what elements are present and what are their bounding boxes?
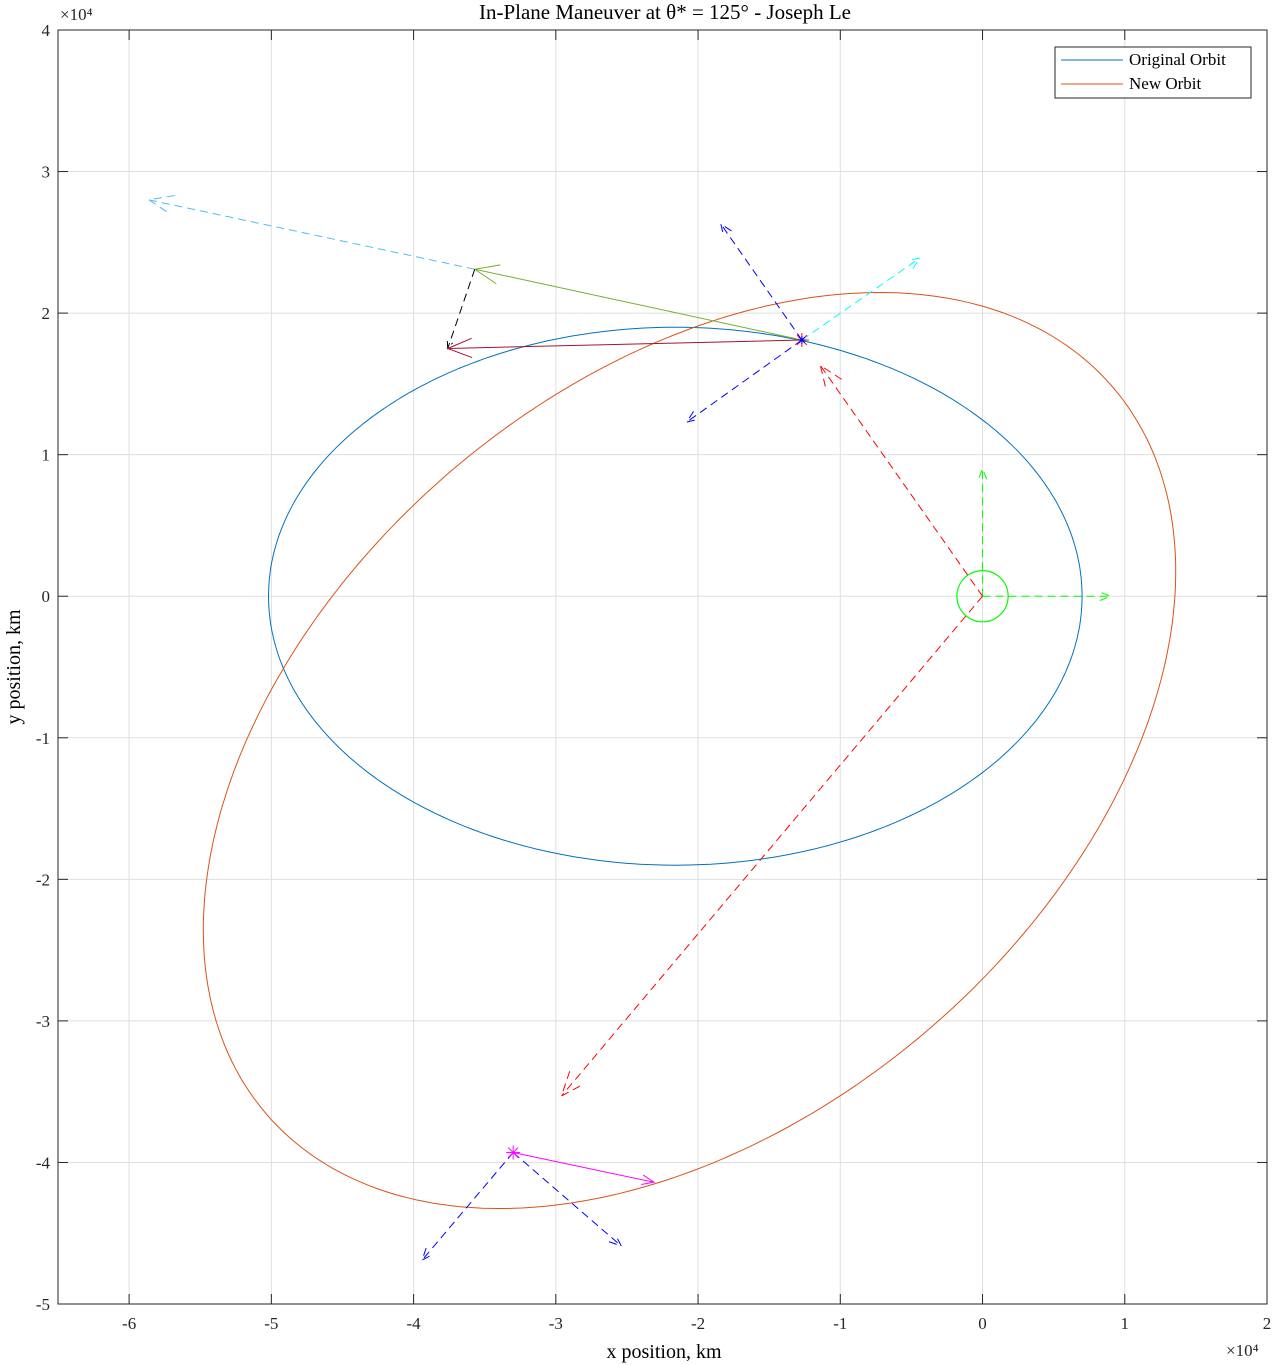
orbit-original-orbit [267, 326, 1083, 866]
old-velocity-vector-shaft [474, 268, 802, 341]
new-point-unit-right-head [608, 1234, 623, 1247]
new-orbit-point [506, 1145, 521, 1160]
maneuver-point-overlay [797, 336, 806, 345]
radial-unit-down [685, 339, 803, 423]
chart-title: In-Plane Maneuver at θ* = 125° - Joseph … [479, 0, 851, 24]
y-tick-label: -5 [36, 1295, 50, 1314]
velocity-at-new-point [513, 1152, 656, 1185]
radial-unit-up-head [720, 222, 732, 237]
y-axis-vector [977, 467, 988, 597]
new-velocity-vector [446, 337, 802, 359]
radial-unit-up [720, 222, 803, 341]
new-point-unit-right [512, 1152, 623, 1247]
y-axis-label: y position, km [3, 609, 25, 724]
new-point-unit-left-shaft [421, 1152, 514, 1261]
velocity-at-new-point-head [641, 1174, 656, 1185]
plot-frame [57, 29, 1268, 1305]
maneuver-point-overlay-stroke [798, 336, 806, 344]
x-axis-label: x position, km [606, 1341, 721, 1363]
x-tick-label: -6 [122, 1314, 136, 1333]
y-tick-label: -3 [36, 1012, 50, 1031]
legend-box [1054, 46, 1252, 99]
long-velocity-vector [147, 194, 475, 270]
apse-line-vector-head [560, 1071, 585, 1097]
orbit-series [202, 291, 1177, 1209]
x-tick-label: 2 [1263, 1314, 1272, 1333]
radial-position-vector [819, 364, 983, 597]
x-tick-label: -5 [264, 1314, 278, 1333]
legend-label-original-orbit: Original Orbit [1129, 50, 1226, 69]
legend: Original Orbit New Orbit [1054, 46, 1252, 99]
axis-ticks: -6 -5 -4 -3 -2 -1 0 1 2 -5 -4 -3 -2 -1 0 1 2 3 4 [36, 21, 1271, 1333]
normal-unit-vector-head [907, 257, 922, 269]
radial-position-vector-shaft [819, 365, 983, 597]
x-exponent-label: ×10⁴ [1226, 1341, 1259, 1360]
y-tick-label: 0 [42, 587, 51, 606]
x-tick-label: -2 [691, 1314, 705, 1333]
point-markers [506, 333, 809, 1160]
x-tick-label: -1 [833, 1314, 847, 1333]
long-velocity-vector-shaft [148, 199, 475, 270]
plot-area [58, 30, 1267, 1304]
new-point-unit-left-head [421, 1247, 434, 1262]
normal-unit-vector-shaft [801, 257, 921, 341]
long-velocity-vector-head [147, 194, 175, 215]
radial-unit-down-shaft [686, 339, 803, 423]
delta-v-vector-shaft [447, 269, 476, 349]
apse-line-vector-shaft [561, 595, 983, 1097]
normal-unit-vector [801, 257, 922, 341]
y-tick-label: -2 [36, 870, 50, 889]
radial-unit-up-shaft [720, 223, 803, 341]
x-tick-label: -4 [407, 1314, 422, 1333]
x-axis-vector [982, 591, 1112, 601]
apse-line-vector [560, 595, 983, 1097]
y-tick-label: 2 [42, 304, 51, 323]
y-tick-label: 4 [42, 21, 51, 40]
radial-unit-down-head [685, 411, 700, 423]
x-tick-label: 0 [978, 1314, 987, 1333]
orbit-new-orbit [202, 291, 1177, 1209]
radial-position-vector-head [819, 364, 842, 391]
planet-circle [956, 570, 1009, 623]
x-tick-label: 1 [1121, 1314, 1130, 1333]
new-point-unit-left [421, 1152, 514, 1262]
y-tick-label: -4 [36, 1153, 51, 1172]
y-tick-label: 1 [42, 446, 51, 465]
vector-arrows [147, 194, 1112, 1262]
new-velocity-vector-head [446, 337, 473, 359]
new-velocity-vector-shaft [447, 339, 802, 349]
y-axis-vector-head [977, 467, 988, 480]
x-tick-label: -3 [549, 1314, 563, 1333]
new-orbit-point-stroke [507, 1147, 519, 1158]
x-axis-vector-head [1099, 591, 1112, 601]
legend-label-new-orbit: New Orbit [1129, 74, 1202, 93]
new-point-unit-right-shaft [512, 1152, 622, 1247]
y-exponent-label: ×10⁴ [60, 5, 93, 24]
y-tick-label: -1 [36, 729, 50, 748]
y-tick-label: 3 [42, 163, 51, 182]
velocity-at-new-point-shaft [513, 1152, 655, 1183]
